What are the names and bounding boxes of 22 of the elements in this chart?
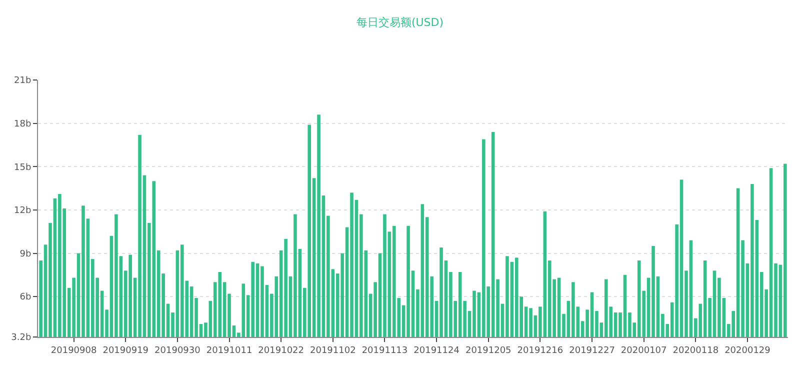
y-tick-label: 12b <box>14 206 32 216</box>
x-tick-label: 20191124 <box>414 346 460 356</box>
x-tick-label: 20191205 <box>465 346 512 356</box>
x-tick-label: 20191113 <box>362 346 408 356</box>
y-tick-label: 18b <box>14 119 32 130</box>
y-tick-label: 15b <box>14 162 32 173</box>
x-tick-label: 20191102 <box>310 346 356 356</box>
x-tick-label: 20190919 <box>102 346 149 356</box>
x-tick-label: 20191011 <box>206 346 252 356</box>
x-tick-label: 20200118 <box>672 346 719 356</box>
x-tick-label: 20190930 <box>154 346 201 356</box>
x-tick-label: 20191022 <box>258 346 304 356</box>
x-tick-label: 20200129 <box>724 346 771 356</box>
x-tick-label: 20191216 <box>517 346 564 356</box>
y-tick-label: 6b <box>20 292 32 303</box>
y-tick-label: 21b <box>14 76 32 86</box>
x-tick-label: 20190908 <box>50 346 97 356</box>
x-tick-label: 20191227 <box>569 346 615 356</box>
y-tick-label: 9b <box>20 249 32 260</box>
x-tick-label: 20200107 <box>620 346 667 356</box>
y-tick-label: 3.2b <box>11 333 32 344</box>
chart-title: 每日交易额(USD) <box>356 16 444 30</box>
